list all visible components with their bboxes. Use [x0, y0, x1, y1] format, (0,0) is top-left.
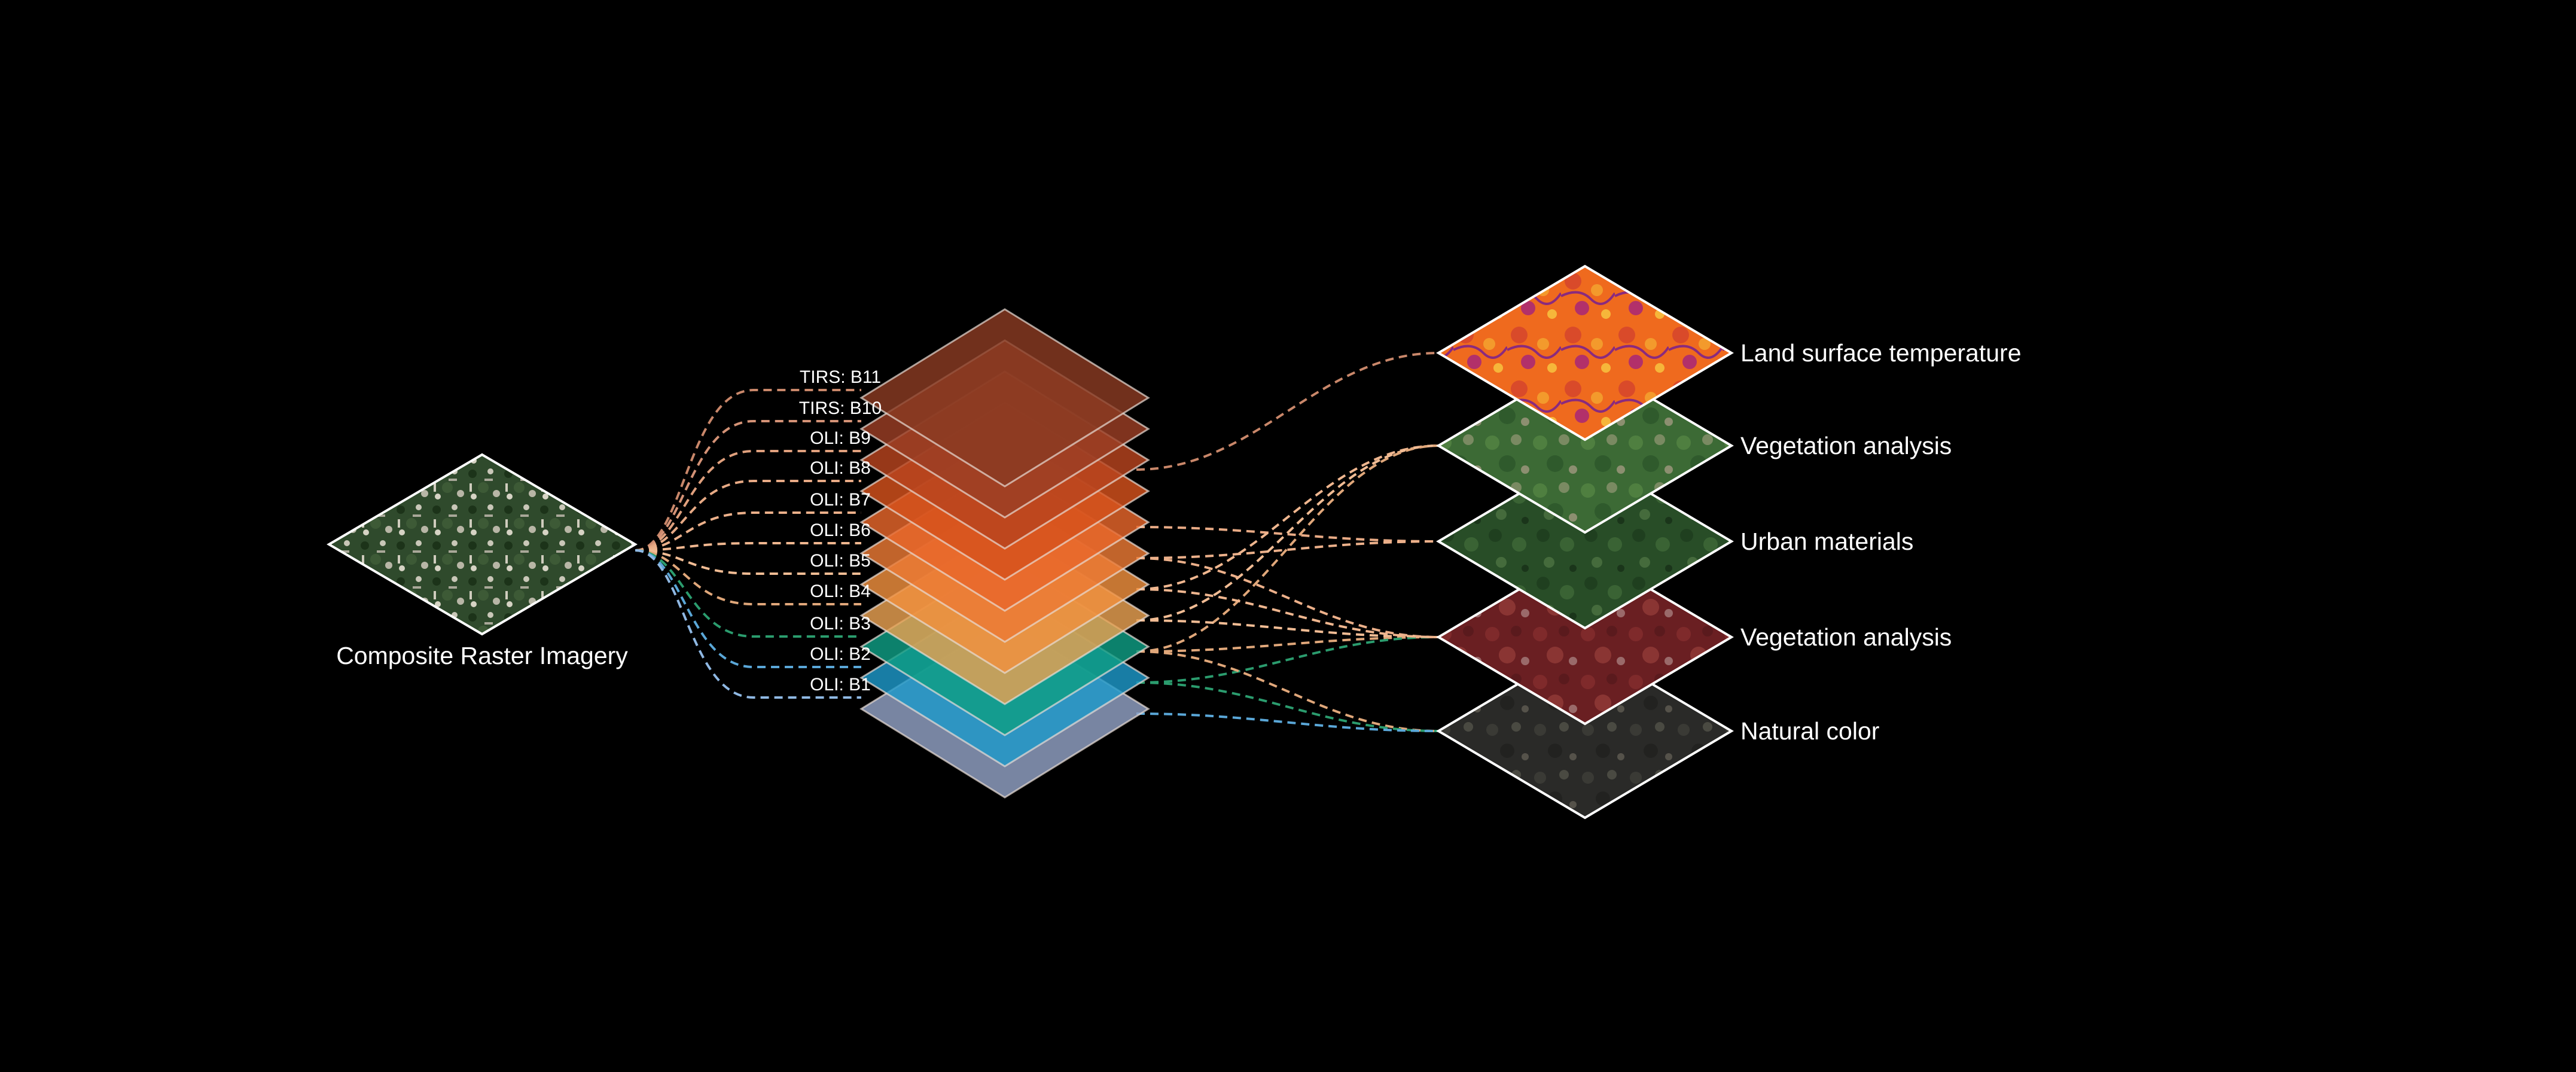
- band-label: OLI: B8: [810, 458, 871, 478]
- source-label: Composite Raster Imagery: [336, 642, 628, 669]
- band-label: TIRS: B11: [800, 367, 881, 387]
- band-layer: [859, 308, 1150, 488]
- band-connector-curves: [635, 352, 1439, 732]
- band-output-line: [1136, 650, 1439, 732]
- band-label: OLI: B2: [810, 644, 871, 664]
- band-label: OLI: B3: [810, 614, 871, 634]
- output-tile: [1436, 264, 1734, 441]
- band-output-line: [1136, 681, 1439, 732]
- band-label: OLI: B4: [810, 581, 871, 601]
- output-products: [1436, 264, 1734, 820]
- band-output-line: [1136, 557, 1439, 638]
- output-label: Vegetation analysis: [1740, 432, 1952, 459]
- band-stack: [859, 308, 1150, 799]
- output-label: Natural color: [1740, 717, 1879, 745]
- output-tile: [1436, 453, 1734, 630]
- output-tile: [1436, 357, 1734, 534]
- band-label: OLI: B7: [810, 490, 871, 510]
- band-label: OLI: B5: [810, 551, 871, 571]
- band-input-line: [635, 549, 861, 575]
- labels: Composite Raster Imagery TIRS: B11 TIRS: B…: [336, 339, 2021, 745]
- band-output-line: [1136, 444, 1439, 590]
- band-input-line: [635, 549, 861, 699]
- output-label: Vegetation analysis: [1740, 623, 1952, 651]
- band-input-line: [635, 389, 861, 552]
- band-output-line: [1136, 619, 1439, 638]
- band-output-line: [1136, 636, 1439, 684]
- band-output-line: [1136, 712, 1439, 732]
- band-label: OLI: B6: [810, 520, 871, 540]
- output-label: Land surface temperature: [1740, 339, 2022, 367]
- output-label: Urban materials: [1740, 528, 1913, 555]
- band-output-line: [1136, 526, 1439, 543]
- band-output-line: [1136, 444, 1439, 622]
- output-tile: [1436, 549, 1734, 726]
- output-tile: [1436, 642, 1734, 820]
- band-label: TIRS: B10: [799, 398, 882, 418]
- band-input-line: [635, 480, 861, 552]
- band-output-line: [1136, 588, 1439, 638]
- band-input-line: [635, 450, 861, 552]
- band-label: OLI: B1: [810, 675, 871, 695]
- band-output-line: [1136, 352, 1439, 471]
- band-output-line: [1136, 636, 1439, 653]
- band-input-line: [635, 549, 861, 605]
- band-label: OLI: B9: [810, 428, 871, 448]
- band-input-line: [635, 420, 861, 552]
- band-output-line: [1136, 540, 1439, 559]
- band-input-line: [635, 542, 861, 552]
- source-composite: [327, 453, 638, 636]
- source-composite-tile: [327, 453, 638, 636]
- band-input-line: [635, 511, 861, 552]
- band-input-line: [635, 549, 861, 638]
